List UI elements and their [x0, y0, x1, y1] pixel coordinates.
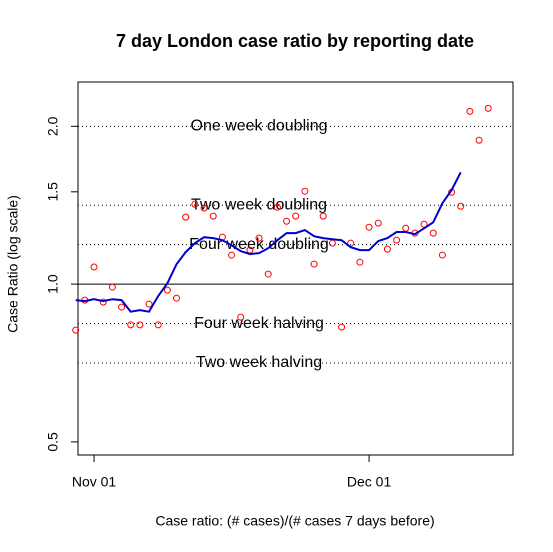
data-point — [209, 212, 217, 220]
data-point — [283, 217, 291, 225]
data-point — [191, 200, 199, 208]
data-point — [475, 136, 483, 144]
data-point — [429, 229, 437, 237]
data-point — [228, 251, 236, 259]
reference-label: Two week doubling — [191, 196, 327, 213]
data-point — [338, 323, 346, 331]
x-axis-label: Case ratio: (# cases)/(# cases 7 days be… — [155, 513, 434, 529]
data-point — [457, 202, 465, 210]
data-point — [163, 286, 171, 294]
trend-line — [75, 171, 462, 313]
data-point — [301, 187, 309, 195]
data-point — [466, 107, 474, 115]
data-point — [72, 326, 80, 334]
data-point — [255, 234, 263, 242]
data-point — [99, 298, 107, 306]
data-point — [264, 270, 272, 278]
data-point — [365, 223, 373, 231]
x-tick-label: Dec 01 — [347, 474, 392, 490]
y-axis-label: Case Ratio (log scale) — [5, 195, 21, 333]
data-point — [328, 239, 336, 247]
data-point — [127, 321, 135, 329]
y-tick-label: 0.5 — [45, 432, 61, 452]
data-point — [484, 104, 492, 112]
y-tick-label: 1.0 — [45, 274, 61, 294]
data-point — [108, 283, 116, 291]
y-tick-label: 2.0 — [45, 116, 61, 136]
data-point — [200, 204, 208, 212]
data-point — [292, 212, 300, 220]
data-point — [356, 258, 364, 266]
x-tick-label: Nov 01 — [72, 474, 117, 490]
data-point — [182, 213, 190, 221]
data-point — [402, 224, 410, 232]
data-point — [145, 300, 153, 308]
data-point — [393, 236, 401, 244]
reference-label: One week doubling — [191, 118, 328, 135]
plot-frame — [77, 81, 514, 456]
y-tick-label: 1.5 — [45, 182, 61, 202]
data-point — [118, 303, 126, 311]
data-point — [374, 219, 382, 227]
data-point — [136, 321, 144, 329]
data-point — [173, 294, 181, 302]
data-point — [438, 251, 446, 259]
reference-label: Four week halving — [194, 315, 324, 332]
reference-label: Two week halving — [196, 354, 322, 371]
chart-title: 7 day London case ratio by reporting dat… — [116, 31, 474, 51]
data-point — [90, 263, 98, 271]
data-point — [237, 313, 245, 321]
data-point — [154, 321, 162, 329]
data-point — [319, 212, 327, 220]
data-point — [273, 203, 281, 211]
data-point — [383, 245, 391, 253]
data-point — [310, 260, 318, 268]
